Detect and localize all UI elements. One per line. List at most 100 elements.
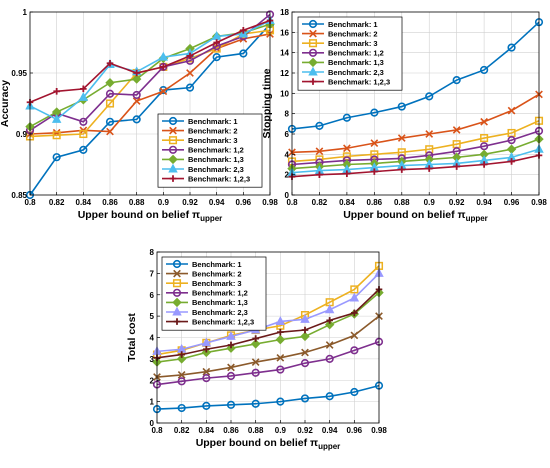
- data-point-p3-s1-5: [276, 397, 285, 406]
- data-point-p2-s2-6: [452, 126, 461, 134]
- data-point-p3-s7-5: [277, 328, 284, 336]
- legend-label: Benchmark: 2,3: [328, 68, 384, 77]
- series-line-p2-3: [291, 120, 540, 163]
- y-tick-label: 16: [280, 28, 289, 37]
- data-point-p1-s7-8: [240, 27, 247, 34]
- x-tick-label: 0.94: [209, 198, 225, 207]
- y-axis-label: Stopping time: [261, 68, 273, 138]
- y-tick-label: 1: [23, 8, 28, 17]
- data-point-p1-s2-legend: [169, 126, 177, 135]
- legend-label: Benchmark: 1,2: [192, 289, 248, 298]
- plot-panel-2: 0.8 0.82 0.84 0.86 0.88 0.9 0.92 0.94 0.96 0.98 0 2…: [261, 8, 547, 223]
- data-point-p3-s7-4: [252, 335, 259, 342]
- series-line-p1-7: [29, 19, 271, 104]
- data-point-p3-s5-legend: [172, 297, 182, 308]
- series-line-p2-7: [291, 154, 540, 178]
- data-point-p1-s2-5: [159, 87, 168, 96]
- data-point-p2-s2-8: [507, 106, 516, 115]
- data-point-p2-s2-7: [480, 117, 488, 126]
- legend-label: Benchmark: 1: [188, 117, 238, 126]
- data-point-p3-s6-5: [275, 316, 286, 325]
- y-tick-label: 3: [150, 355, 155, 364]
- data-point-p3-s1-8: [350, 387, 359, 397]
- data-point-p2-s3-legend: [308, 39, 318, 48]
- data-point-p3-s1-legend: [172, 259, 182, 269]
- y-tick-label: 5: [150, 312, 155, 321]
- y-tick-label: 18: [280, 8, 289, 17]
- legend-box: [161, 256, 267, 331]
- x-tick-label: 0.88: [394, 198, 410, 207]
- data-point-p2-s7-7: [480, 161, 488, 168]
- y-tick-label: 8: [150, 248, 155, 257]
- y-tick-label: 0: [150, 419, 155, 428]
- data-point-p2-s7-2: [343, 170, 351, 177]
- plot-panel-3: 0.8 0.82 0.84 0.86 0.88 0.9 0.92 0.94 0.96 0.98 0 1…: [126, 248, 387, 451]
- data-point-p1-s1-1: [52, 153, 61, 162]
- data-point-p3-s2-5: [276, 353, 285, 362]
- y-axis-label: Accuracy: [0, 80, 11, 127]
- legend-label: Benchmark: 2: [188, 126, 238, 135]
- y-tick-label: 4: [285, 150, 290, 159]
- data-point-p1-s2-3: [106, 127, 114, 136]
- x-axis-label-subscript: upper: [318, 442, 340, 451]
- data-point-p3-s2-1: [177, 371, 186, 379]
- data-point-p3-s4-3: [226, 371, 236, 381]
- data-point-p3-s1-3: [226, 400, 236, 409]
- data-point-p3-s7-2: [203, 345, 210, 353]
- x-axis-label-subscript: upper: [466, 214, 488, 223]
- series-line-p3-4: [156, 341, 380, 386]
- data-point-p1-s1-4: [132, 115, 141, 124]
- data-point-p3-s6-legend: [172, 306, 182, 316]
- x-tick-label: 0.92: [449, 198, 465, 207]
- plot-panel-1: 0.8 0.82 0.84 0.86 0.88 0.9 0.92 0.94 0.96 0.98 0.…: [0, 8, 278, 223]
- data-point-p2-s2-2: [343, 144, 351, 153]
- legend-label: Benchmark: 2,3: [188, 165, 244, 174]
- data-point-p3-s1-7: [325, 392, 334, 401]
- x-axis-label: Upper bound on belief πupper: [78, 209, 223, 223]
- data-point-p2-s6-legend: [308, 66, 318, 76]
- series-line-p3-2: [156, 315, 380, 378]
- data-point-p1-s2-4: [132, 97, 141, 105]
- data-point-p2-s4-8: [507, 136, 516, 145]
- data-point-p3-s7-8: [351, 309, 358, 317]
- data-point-p1-s6-1: [51, 113, 62, 123]
- data-point-p2-s2-legend: [309, 29, 317, 38]
- data-point-p2-s1-legend: [308, 19, 318, 29]
- x-tick-label: 0.84: [199, 426, 215, 435]
- x-axis-label-subscript: upper: [200, 214, 222, 223]
- data-point-p3-s2-7: [325, 341, 334, 349]
- data-point-p1-s1-6: [185, 83, 195, 92]
- series-line-p2-4: [291, 130, 540, 166]
- data-point-p2-s1-6: [452, 76, 461, 85]
- data-point-p1-s4-2: [79, 117, 88, 126]
- data-point-p1-s5-3: [105, 78, 115, 88]
- x-tick-label: 0.82: [174, 426, 190, 435]
- legend-label: Benchmark: 1,2,3: [328, 77, 390, 86]
- data-point-p3-s2-8: [350, 331, 359, 340]
- series-line-p2-5: [291, 138, 540, 170]
- series-line-p3-6: [156, 272, 380, 353]
- data-point-p1-s4-4: [132, 90, 141, 100]
- axes-frame: [29, 11, 271, 196]
- data-point-p1-s7-7: [213, 39, 220, 46]
- series-line-p3-5: [156, 292, 380, 363]
- data-point-p1-s7-3: [106, 59, 114, 67]
- data-point-p3-s4-7: [325, 354, 334, 363]
- legend-label: Benchmark: 1,3: [188, 155, 244, 164]
- data-point-p2-s4-7: [480, 142, 489, 151]
- x-tick-label: 0.9: [275, 426, 287, 435]
- data-point-p3-s4-1: [177, 377, 186, 386]
- x-tick-label: 0.86: [102, 198, 118, 207]
- data-point-p3-s7-6: [301, 326, 309, 334]
- data-point-p2-s1-1: [315, 121, 324, 130]
- data-point-p1-s7-6: [186, 52, 194, 60]
- data-point-p1-s7-2: [80, 85, 87, 93]
- series-line-p2-1: [291, 21, 540, 130]
- data-point-p3-s4-2: [202, 374, 211, 383]
- series-line-p1-2: [29, 33, 271, 135]
- x-tick-label: 0.8: [286, 198, 298, 207]
- data-point-p1-s4-legend: [168, 145, 178, 154]
- x-tick-label: 0.9: [158, 198, 170, 207]
- data-point-p1-s3-2: [79, 129, 88, 139]
